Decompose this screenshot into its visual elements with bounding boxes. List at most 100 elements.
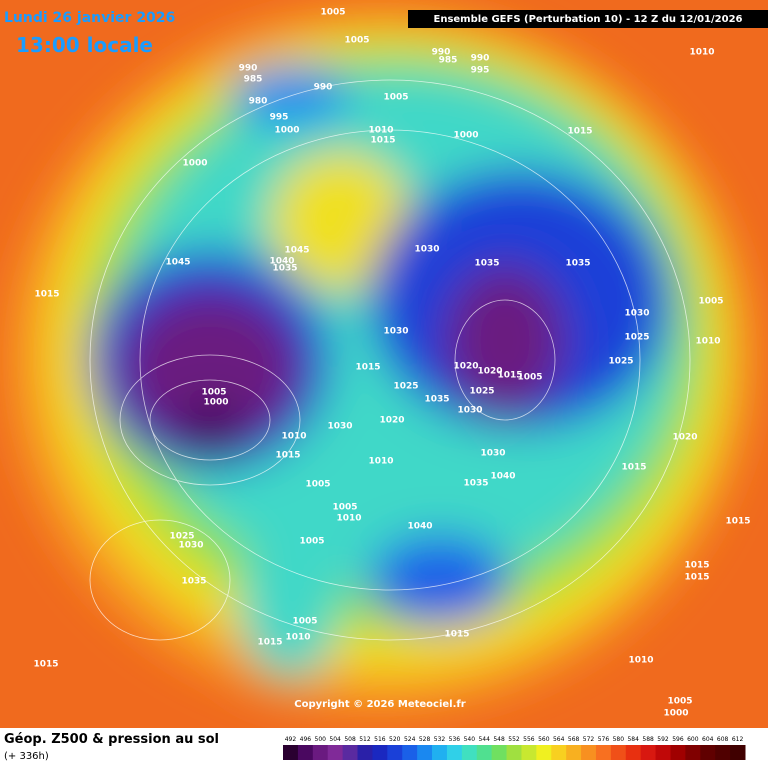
isobar-label: 1040 xyxy=(407,522,432,532)
scale-label: 588 xyxy=(642,736,654,743)
isobar-label: 1010 xyxy=(368,457,393,467)
isobar-label: 1020 xyxy=(477,367,502,377)
scale-swatch xyxy=(283,745,299,760)
scale-swatch xyxy=(372,745,388,760)
isobar-label: 1015 xyxy=(725,517,750,527)
scale-label: 608 xyxy=(717,736,729,743)
isobar-label: 1015 xyxy=(444,630,469,640)
isobar-label: 1005 xyxy=(332,503,357,513)
scale-swatch xyxy=(446,745,463,760)
scale-swatch xyxy=(387,745,403,760)
isobar-label: 1005 xyxy=(305,480,330,490)
scale-label: 564 xyxy=(553,736,565,743)
scale-label: 596 xyxy=(672,736,684,743)
isobar-label: 1015 xyxy=(355,363,380,373)
isobar-label: 1015 xyxy=(34,290,59,300)
isobar-label: 1025 xyxy=(169,532,194,542)
isobar-label: 1010 xyxy=(281,432,306,442)
isobar-label: 1010 xyxy=(689,48,714,58)
isobar-label: 990 xyxy=(239,64,258,74)
isobar-label: 980 xyxy=(249,97,268,107)
scale-label: 544 xyxy=(478,736,490,743)
scale-label: 548 xyxy=(493,736,505,743)
scale-swatch xyxy=(685,745,701,760)
isobar-label: 1005 xyxy=(383,93,408,103)
isobar-label: 1005 xyxy=(320,8,345,18)
isobar-label: 1010 xyxy=(368,126,393,136)
footer-lead: (+ 336h) xyxy=(4,751,49,762)
scale-label: 560 xyxy=(538,736,550,743)
isobar-label: 985 xyxy=(244,75,263,85)
scale-swatch xyxy=(700,745,716,760)
scale-swatch xyxy=(715,745,731,760)
isobar-label: 990 xyxy=(471,54,490,64)
isobar-label: 1030 xyxy=(624,309,649,319)
isobar-label: 1030 xyxy=(414,245,439,255)
date: Lundi 26 janvier 2026 xyxy=(4,10,175,26)
scale-swatch xyxy=(476,745,493,760)
isobar-label: 1030 xyxy=(457,406,482,416)
isobar-label: 1030 xyxy=(383,327,408,337)
scale-label: 532 xyxy=(434,736,446,743)
isobar-label: 1015 xyxy=(275,451,300,461)
isobar-label: 985 xyxy=(439,56,458,66)
scale-label: 580 xyxy=(613,736,625,743)
scale-label: 536 xyxy=(449,736,461,743)
scale-swatch xyxy=(610,745,627,760)
scale-swatch xyxy=(417,745,433,760)
scale-label: 524 xyxy=(404,736,416,743)
scale-label: 508 xyxy=(344,736,356,743)
scale-label: 528 xyxy=(419,736,431,743)
scale-label: 504 xyxy=(329,736,341,743)
isobar-label: 990 xyxy=(314,83,333,93)
isobar-label: 990 xyxy=(432,48,451,58)
scale-label: 520 xyxy=(389,736,401,743)
isobar-label: 1005 xyxy=(698,297,723,307)
scale-swatch xyxy=(312,745,329,760)
isobar-label: 1040 xyxy=(269,257,294,267)
isobar-label: 1000 xyxy=(274,126,299,136)
isobar-label: 1015 xyxy=(370,136,395,146)
scale-label: 552 xyxy=(508,736,520,743)
footer-title: Géop. Z500 & pression au sol xyxy=(4,732,219,747)
isobar-label: 1005 xyxy=(517,373,542,383)
isobar-label: 1035 xyxy=(424,395,449,405)
scale-swatch xyxy=(670,745,686,760)
isobar-label: 1015 xyxy=(684,561,709,571)
isobar-label: 995 xyxy=(471,66,490,76)
isobar-label: 1015 xyxy=(257,638,282,648)
scale-swatch xyxy=(640,745,657,760)
isobar-label: 1045 xyxy=(165,258,190,268)
scale-label: 516 xyxy=(374,736,386,743)
isobar-label: 1035 xyxy=(181,577,206,587)
isobar-label: 1035 xyxy=(565,259,590,269)
isobar-label: 1020 xyxy=(672,433,697,443)
scale-label: 540 xyxy=(464,736,476,743)
isobar-label: 1020 xyxy=(379,416,404,426)
isobar-label: 1035 xyxy=(463,479,488,489)
scale-swatch xyxy=(342,745,359,760)
isobar-label: 1040 xyxy=(490,472,515,482)
isobar-label: 1010 xyxy=(628,656,653,666)
scale-label: 492 xyxy=(285,736,297,743)
isobar-label: 1000 xyxy=(182,159,207,169)
scale-swatch xyxy=(402,745,418,760)
scale-swatch xyxy=(432,745,448,760)
scale-label: 584 xyxy=(627,736,639,743)
isobar-label: 1020 xyxy=(453,362,478,372)
scale-label: 604 xyxy=(702,736,714,743)
isobar-label: 1025 xyxy=(393,382,418,392)
isobar-label: 1010 xyxy=(336,514,361,524)
scale-label: 512 xyxy=(359,736,371,743)
field xyxy=(0,0,768,728)
scale-swatch xyxy=(521,745,537,760)
scale-label: 592 xyxy=(657,736,669,743)
scale-label: 500 xyxy=(315,736,327,743)
isobar-label: 1015 xyxy=(684,573,709,583)
isobar-label: 1030 xyxy=(178,541,203,551)
isobar-label: 995 xyxy=(270,113,289,123)
scale-swatch xyxy=(595,745,612,760)
isobar-label: 1025 xyxy=(608,357,633,367)
copyright: Copyright © 2026 Meteociel.fr xyxy=(294,699,465,710)
